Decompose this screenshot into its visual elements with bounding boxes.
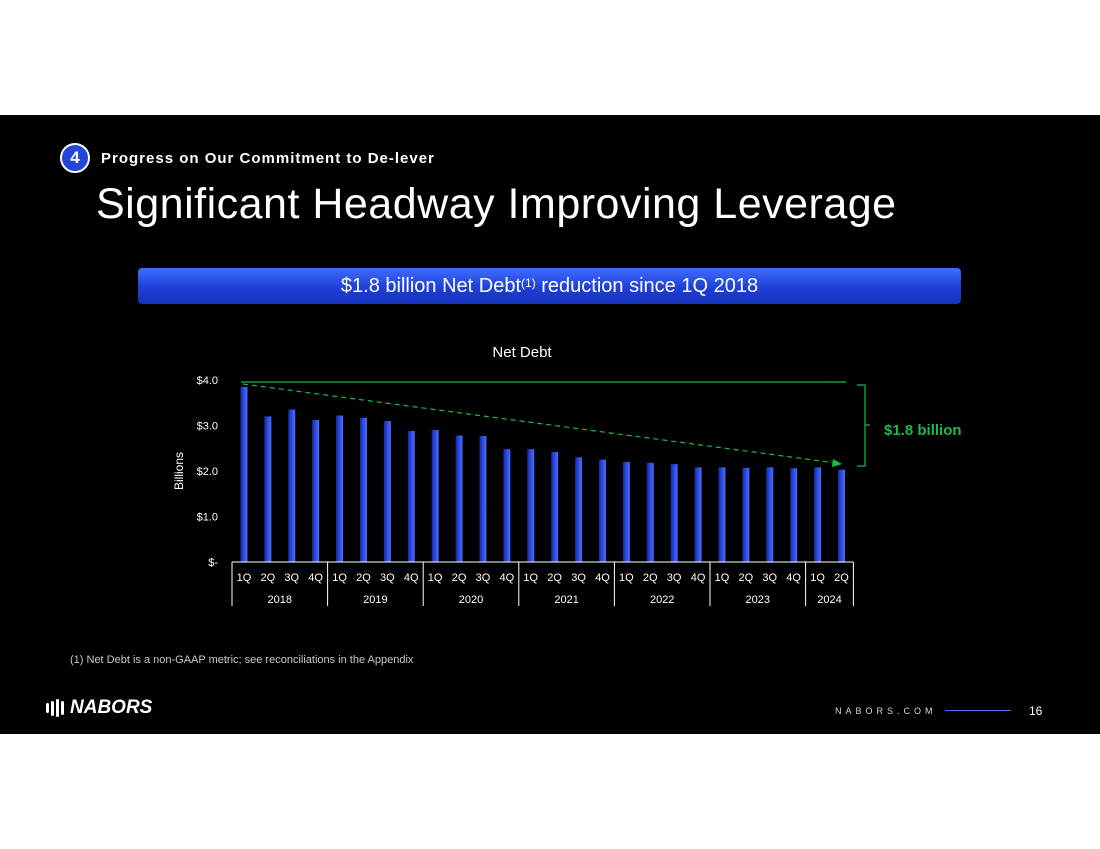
x-tick-label: 4Q — [595, 572, 610, 584]
bar — [551, 451, 559, 562]
x-tick-label: 1Q — [523, 572, 538, 584]
bar — [694, 467, 702, 562]
bar — [790, 468, 798, 562]
x-tick-label: 1Q — [428, 572, 443, 584]
bar — [359, 417, 367, 562]
bar — [407, 430, 415, 562]
x-tick-label: 4Q — [786, 572, 801, 584]
bar — [383, 420, 391, 562]
y-tick-label: $1.0 — [197, 512, 218, 524]
bar — [479, 435, 487, 562]
x-tick-label: 2Q — [452, 572, 467, 584]
nabors-logo: NABORS — [46, 697, 152, 719]
x-tick-label: 1Q — [715, 572, 730, 584]
bar — [814, 467, 822, 562]
x-tick-label: 2Q — [261, 572, 276, 584]
page-number: 16 — [1029, 704, 1043, 718]
y-tick-label: $- — [208, 557, 218, 569]
x-tick-label: 3Q — [476, 572, 491, 584]
bar — [742, 467, 750, 562]
x-tick-label: 3Q — [380, 572, 395, 584]
year-label: 2020 — [459, 594, 483, 606]
reduction-label: $1.8 billion — [884, 422, 962, 439]
bar — [312, 420, 320, 562]
x-tick-label: 2Q — [356, 572, 371, 584]
year-label: 2018 — [268, 594, 292, 606]
bars — [240, 386, 845, 562]
y-tick-label: $2.0 — [197, 466, 218, 478]
reduction-annotation: $1.8 billion — [241, 381, 962, 467]
trend-arrow-head — [832, 459, 842, 467]
bar — [455, 435, 463, 562]
x-tick-label: 1Q — [332, 572, 347, 584]
x-tick-label: 2Q — [547, 572, 562, 584]
section-number-badge: 4 — [60, 143, 90, 173]
y-tick-label: $3.0 — [197, 421, 218, 433]
footnote: (1) Net Debt is a non-GAAP metric; see r… — [70, 654, 414, 666]
x-tick-label: 4Q — [691, 572, 706, 584]
banner-text-end: reduction since 1Q 2018 — [535, 275, 759, 297]
x-tick-label: 3Q — [284, 572, 299, 584]
x-tick-label: 2Q — [643, 572, 658, 584]
y-tick-label: $4.0 — [197, 375, 218, 387]
year-label: 2019 — [363, 594, 387, 606]
x-tick-label: 4Q — [404, 572, 419, 584]
bar — [575, 457, 583, 562]
nabors-logo-icon — [46, 699, 64, 717]
bar — [288, 409, 296, 562]
x-tick-label: 3Q — [762, 572, 777, 584]
banner-footnote-marker: (1) — [521, 276, 536, 290]
year-label: 2023 — [746, 594, 770, 606]
x-tick-label: 3Q — [571, 572, 586, 584]
bar — [240, 386, 248, 562]
x-tick-label: 1Q — [237, 572, 252, 584]
trend-arrow-line — [242, 383, 837, 464]
bar — [837, 469, 845, 562]
x-tick-label: 4Q — [500, 572, 515, 584]
footer-divider — [945, 710, 1011, 711]
y-axis-ticks: $4.0 $3.0 $2.0 $1.0 $- — [197, 375, 219, 569]
x-tick-label: 1Q — [619, 572, 634, 584]
reduction-bracket — [857, 384, 870, 467]
bar — [646, 462, 654, 562]
year-label: 2022 — [650, 594, 674, 606]
x-axis: 1Q 2Q 3Q 4Q 1Q 2Q 3Q 4Q 1Q 2Q 3Q 4Q 1Q 2Q 3Q 4Q 1Q 2Q 3Q 4Q… — [231, 561, 854, 606]
x-tick-label: 4Q — [308, 572, 323, 584]
summary-banner: $1.8 billion Net Debt(1) reduction since… — [138, 268, 961, 304]
bar — [670, 464, 678, 562]
x-tick-label: 2Q — [834, 572, 849, 584]
x-tick-label: 1Q — [810, 572, 825, 584]
year-label: 2024 — [817, 594, 841, 606]
y-axis-label: Billions — [172, 452, 186, 490]
bar — [718, 467, 726, 562]
website-link[interactable]: NABORS.COM — [835, 706, 937, 716]
chart-title: Net Debt — [492, 344, 552, 361]
bar — [336, 415, 344, 562]
bar — [598, 459, 606, 562]
x-tick-label: 3Q — [667, 572, 682, 584]
bar — [527, 449, 535, 562]
bar — [766, 467, 774, 562]
year-label: 2021 — [554, 594, 578, 606]
section-label: Progress on Our Commitment to De-lever — [101, 150, 435, 167]
bar — [264, 416, 272, 562]
banner-text: $1.8 billion Net Debt — [340, 275, 522, 297]
logo-text: NABORS — [70, 697, 153, 718]
bar — [431, 430, 439, 562]
page-title: Significant Headway Improving Leverage — [96, 180, 897, 228]
bar — [503, 449, 511, 562]
bar — [622, 461, 630, 562]
x-tick-label: 2Q — [739, 572, 754, 584]
